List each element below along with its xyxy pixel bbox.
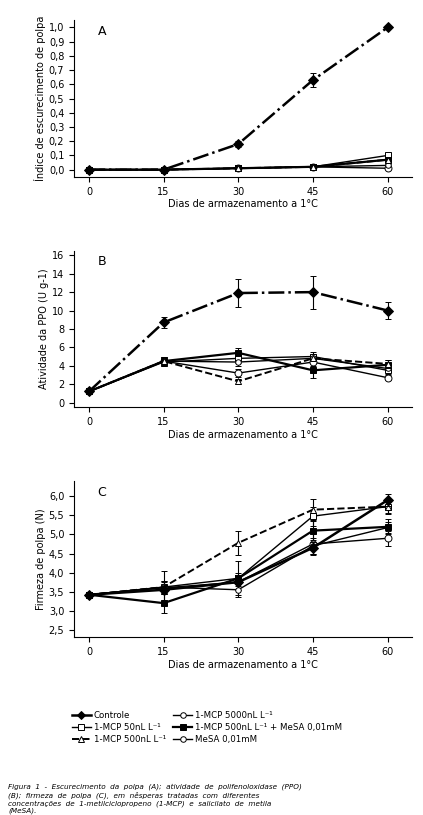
- Text: B: B: [98, 255, 106, 268]
- Y-axis label: Atividade da PPO (U g-1): Atividade da PPO (U g-1): [39, 269, 49, 390]
- Text: C: C: [98, 486, 107, 499]
- Text: A: A: [98, 25, 106, 38]
- Legend: Controle, 1-MCP 50nL L⁻¹, 1-MCP 500nL L⁻¹, 1-MCP 5000nL L⁻¹, 1-MCP 500nL L⁻¹ + M: Controle, 1-MCP 50nL L⁻¹, 1-MCP 500nL L⁻…: [71, 711, 343, 744]
- Y-axis label: Índice de escurecimento de polpa: Índice de escurecimento de polpa: [34, 15, 46, 181]
- Y-axis label: Firmeza de polpa (N): Firmeza de polpa (N): [36, 509, 46, 610]
- Text: Figura  1  -  Escurecimento  da  polpa  (A);  atividade  de  polifenoloxidase  (: Figura 1 - Escurecimento da polpa (A); a…: [8, 784, 302, 814]
- X-axis label: Dias de armazenamento a 1°C: Dias de armazenamento a 1°C: [168, 660, 318, 670]
- X-axis label: Dias de armazenamento a 1°C: Dias de armazenamento a 1°C: [168, 430, 318, 439]
- X-axis label: Dias de armazenamento a 1°C: Dias de armazenamento a 1°C: [168, 200, 318, 209]
